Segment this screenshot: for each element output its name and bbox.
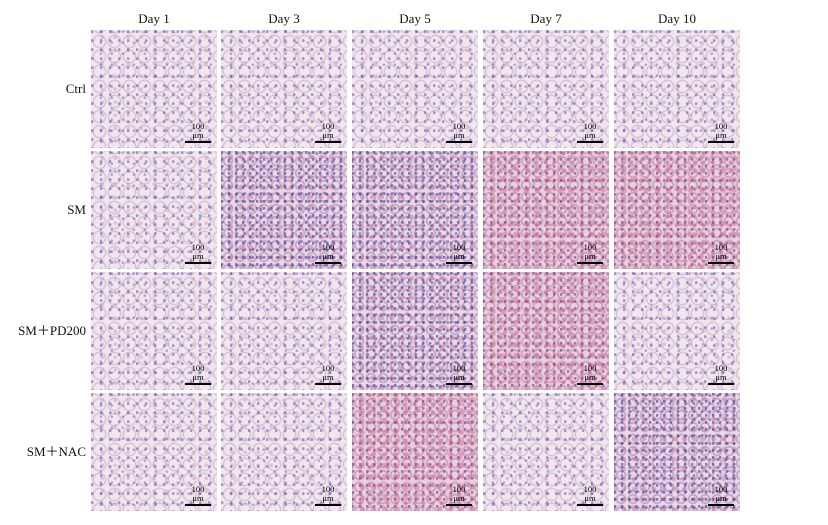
scale-bar: 100 μm — [185, 364, 211, 385]
row-label-2: SM — [67, 202, 86, 217]
scale-bar-label: 100 μm — [583, 121, 597, 140]
scale-bar: 100 μm — [708, 243, 734, 264]
micrograph-panel: 100 μm — [483, 151, 609, 269]
micrograph-panel: 100 μm — [614, 393, 740, 511]
scale-bar-line — [577, 262, 603, 264]
column-header-4: Day 7 — [530, 11, 562, 26]
scale-bar-label: 100 μm — [583, 363, 597, 382]
scale-bar-line — [315, 141, 341, 143]
scale-bar-label: 100 μm — [583, 484, 597, 503]
scale-bar: 100 μm — [315, 243, 341, 264]
scale-bar-line — [577, 383, 603, 385]
scale-bar-label: 100 μm — [714, 121, 728, 140]
scale-bar: 100 μm — [315, 485, 341, 506]
micrograph-panel: 100 μm — [221, 393, 347, 511]
scale-bar: 100 μm — [708, 364, 734, 385]
scale-bar-line — [185, 141, 211, 143]
scale-bar-line — [446, 141, 472, 143]
micrograph-panel: 100 μm — [614, 272, 740, 390]
scale-bar: 100 μm — [185, 485, 211, 506]
micrograph-panel: 100 μm — [221, 272, 347, 390]
scale-bar: 100 μm — [708, 485, 734, 506]
scale-bar: 100 μm — [315, 122, 341, 143]
scale-bar: 100 μm — [185, 243, 211, 264]
column-header-3: Day 5 — [399, 11, 431, 26]
scale-bar-label: 100 μm — [583, 242, 597, 261]
scale-bar-line — [446, 383, 472, 385]
micrograph-panel: 100 μm — [91, 272, 217, 390]
scale-bar-line — [315, 262, 341, 264]
scale-bar: 100 μm — [446, 243, 472, 264]
column-header-1: Day 1 — [138, 11, 170, 26]
scale-bar-label: 100 μm — [452, 484, 466, 503]
micrograph-panel: 100 μm — [91, 30, 217, 148]
micrograph-panel: 100 μm — [91, 393, 217, 511]
scale-bar-label: 100 μm — [452, 363, 466, 382]
scale-bar-line — [708, 141, 734, 143]
micrograph-panel: 100 μm — [352, 30, 478, 148]
scale-bar-label: 100 μm — [191, 484, 205, 503]
micrograph-panel: 100 μm — [483, 272, 609, 390]
column-header-5: Day 10 — [658, 11, 696, 26]
column-header-2: Day 3 — [268, 11, 300, 26]
scale-bar-label: 100 μm — [321, 242, 335, 261]
scale-bar: 100 μm — [577, 364, 603, 385]
scale-bar-label: 100 μm — [321, 121, 335, 140]
scale-bar: 100 μm — [577, 243, 603, 264]
scale-bar-label: 100 μm — [191, 121, 205, 140]
row-label-1: Ctrl — [65, 81, 86, 96]
micrograph-panel: 100 μm — [352, 272, 478, 390]
scale-bar-line — [315, 383, 341, 385]
row-label-4: SM＋NAC — [26, 444, 86, 459]
scale-bar-line — [708, 383, 734, 385]
scale-bar-line — [185, 504, 211, 506]
scale-bar-line — [577, 141, 603, 143]
scale-bar-label: 100 μm — [452, 121, 466, 140]
scale-bar: 100 μm — [708, 122, 734, 143]
micrograph-panel: 100 μm — [614, 30, 740, 148]
scale-bar-label: 100 μm — [714, 484, 728, 503]
scale-bar: 100 μm — [446, 485, 472, 506]
row-label-3: SM＋PD200 — [18, 323, 86, 338]
scale-bar: 100 μm — [315, 364, 341, 385]
scale-bar-line — [185, 383, 211, 385]
micrograph-panel: 100 μm — [614, 151, 740, 269]
scale-bar-line — [315, 504, 341, 506]
scale-bar-label: 100 μm — [714, 363, 728, 382]
scale-bar-line — [185, 262, 211, 264]
scale-bar-label: 100 μm — [714, 242, 728, 261]
micrograph-panel: 100 μm — [483, 393, 609, 511]
scale-bar: 100 μm — [446, 364, 472, 385]
micrograph-panel: 100 μm — [221, 30, 347, 148]
scale-bar-line — [446, 504, 472, 506]
scale-bar-line — [446, 262, 472, 264]
scale-bar: 100 μm — [446, 122, 472, 143]
micrograph-panel: 100 μm — [91, 151, 217, 269]
micrograph-panel: 100 μm — [483, 30, 609, 148]
scale-bar: 100 μm — [185, 122, 211, 143]
scale-bar-line — [708, 504, 734, 506]
scale-bar-label: 100 μm — [452, 242, 466, 261]
scale-bar-line — [708, 262, 734, 264]
scale-bar-label: 100 μm — [191, 242, 205, 261]
micrograph-panel: 100 μm — [352, 151, 478, 269]
scale-bar-label: 100 μm — [321, 484, 335, 503]
scale-bar-label: 100 μm — [191, 363, 205, 382]
micrograph-panel: 100 μm — [221, 151, 347, 269]
scale-bar-line — [577, 504, 603, 506]
scale-bar-label: 100 μm — [321, 363, 335, 382]
scale-bar: 100 μm — [577, 122, 603, 143]
scale-bar: 100 μm — [577, 485, 603, 506]
micrograph-panel: 100 μm — [352, 393, 478, 511]
